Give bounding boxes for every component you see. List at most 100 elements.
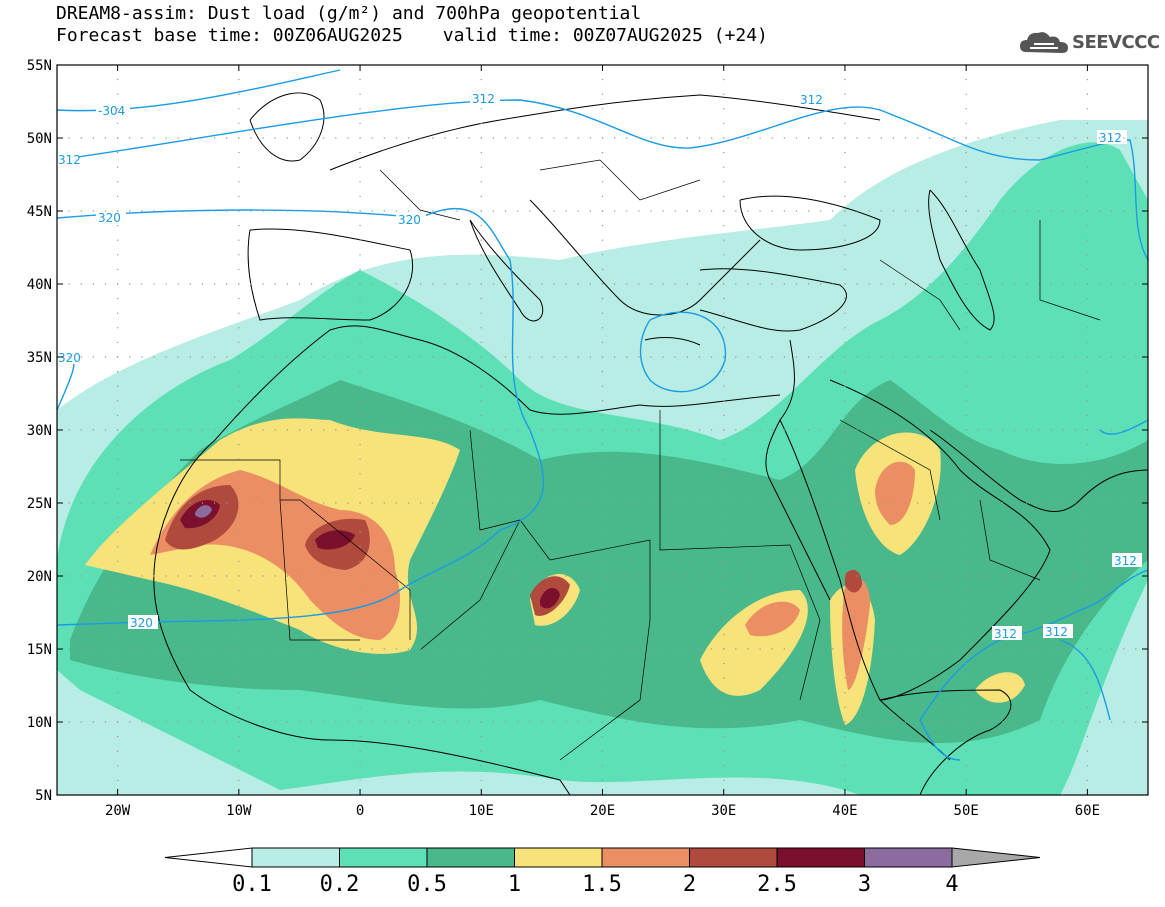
grid-dot xyxy=(480,692,482,694)
grid-dot xyxy=(201,429,204,431)
grid-dot xyxy=(880,137,883,139)
contour-312-crete xyxy=(639,311,727,393)
grid-dot xyxy=(456,502,458,504)
grid-dot xyxy=(250,210,252,212)
grid-dot xyxy=(165,502,167,504)
grid-dot xyxy=(601,633,604,636)
grid-dot xyxy=(1123,137,1125,139)
grid-dot xyxy=(226,210,228,212)
grid-dot xyxy=(371,356,373,358)
grid-dot xyxy=(492,502,495,504)
grid-dot xyxy=(250,721,252,723)
grid-dot xyxy=(601,692,604,694)
grid-dot xyxy=(553,137,555,139)
coast-black-sea xyxy=(739,195,881,251)
grid-dot xyxy=(820,502,822,504)
legend-arrow-low xyxy=(164,847,253,868)
grid-dot xyxy=(516,283,519,285)
grid-dot xyxy=(262,283,264,285)
grid-dot xyxy=(686,283,689,285)
grid-dot xyxy=(165,429,167,431)
grid-dot xyxy=(104,137,107,139)
grid-dot xyxy=(116,721,119,723)
grid-dot xyxy=(904,648,907,650)
grid-dot xyxy=(116,604,119,606)
grid-dot xyxy=(686,575,689,577)
grid-dot xyxy=(129,356,131,358)
grid-dot xyxy=(626,429,628,431)
grid-dot xyxy=(965,619,967,621)
grid-dot xyxy=(213,721,216,723)
grid-dot xyxy=(383,502,385,504)
grid-dot xyxy=(68,137,70,139)
contour-label: 312 xyxy=(472,92,495,106)
grid-dot xyxy=(213,575,216,577)
grid-dot xyxy=(965,93,967,95)
grid-dot xyxy=(529,356,531,358)
grid-dot xyxy=(238,224,240,227)
grid-dot xyxy=(723,604,725,606)
grid-dot xyxy=(238,750,240,752)
lon-label: 20E xyxy=(590,803,615,819)
grid-dot xyxy=(868,575,870,577)
grid-dot xyxy=(1026,502,1028,504)
grid-dot xyxy=(286,137,289,139)
grid-dot xyxy=(213,648,216,650)
grid-dot xyxy=(359,502,361,504)
grid-dot xyxy=(771,575,773,577)
grid-dot xyxy=(601,414,604,417)
grid-dot xyxy=(626,356,628,358)
grid-dot xyxy=(238,662,240,665)
grid-dot xyxy=(650,283,652,285)
grid-dot xyxy=(844,166,846,168)
contour-label: 312 xyxy=(800,93,823,107)
lon-label: 60E xyxy=(1075,803,1100,819)
grid-dot xyxy=(650,575,652,577)
grid-dot xyxy=(492,721,495,723)
grid-dot xyxy=(80,721,82,723)
grid-dot xyxy=(1110,575,1113,577)
border-6 xyxy=(659,410,791,551)
grid-dot xyxy=(153,721,155,723)
grid-dot xyxy=(650,429,652,431)
grid-dot xyxy=(856,429,858,431)
grid-dot xyxy=(238,575,240,577)
legend-arrow-high xyxy=(951,847,1041,868)
grid-dot xyxy=(1013,721,1016,723)
grid-dot xyxy=(565,210,567,212)
grid-dot xyxy=(250,502,252,504)
grid-dot xyxy=(516,137,519,139)
grid-dot xyxy=(832,137,834,139)
grid-dot xyxy=(662,356,664,358)
grid-dot xyxy=(1013,210,1016,212)
grid-dot xyxy=(359,648,361,650)
grid-dot xyxy=(298,429,301,431)
grid-dot xyxy=(1050,137,1052,139)
grid-dot xyxy=(310,429,313,431)
grid-dot xyxy=(444,502,446,504)
grid-dot xyxy=(359,662,361,665)
grid-dot xyxy=(347,575,349,577)
grid-dot xyxy=(686,210,689,212)
grid-dot xyxy=(153,283,155,285)
grid-dot xyxy=(662,575,664,577)
grid-dot xyxy=(686,502,689,504)
grid-dot xyxy=(153,648,155,650)
grid-dot xyxy=(965,254,967,256)
grid-dot xyxy=(650,648,652,650)
grid-dot xyxy=(1098,575,1101,577)
grid-dot xyxy=(1086,443,1089,446)
grid-dot xyxy=(613,502,616,504)
grid-dot xyxy=(844,458,846,460)
grid-dot xyxy=(480,268,482,271)
grid-dot xyxy=(1062,356,1064,358)
grid-dot xyxy=(723,721,725,723)
grid-dot xyxy=(480,429,482,431)
grid-dot xyxy=(723,224,725,227)
grid-dot xyxy=(1086,589,1089,592)
grid-dot xyxy=(310,283,313,285)
grid-dot xyxy=(698,356,701,358)
grid-dot xyxy=(116,370,119,373)
grid-dot xyxy=(735,721,737,723)
grid-dot xyxy=(201,575,204,577)
